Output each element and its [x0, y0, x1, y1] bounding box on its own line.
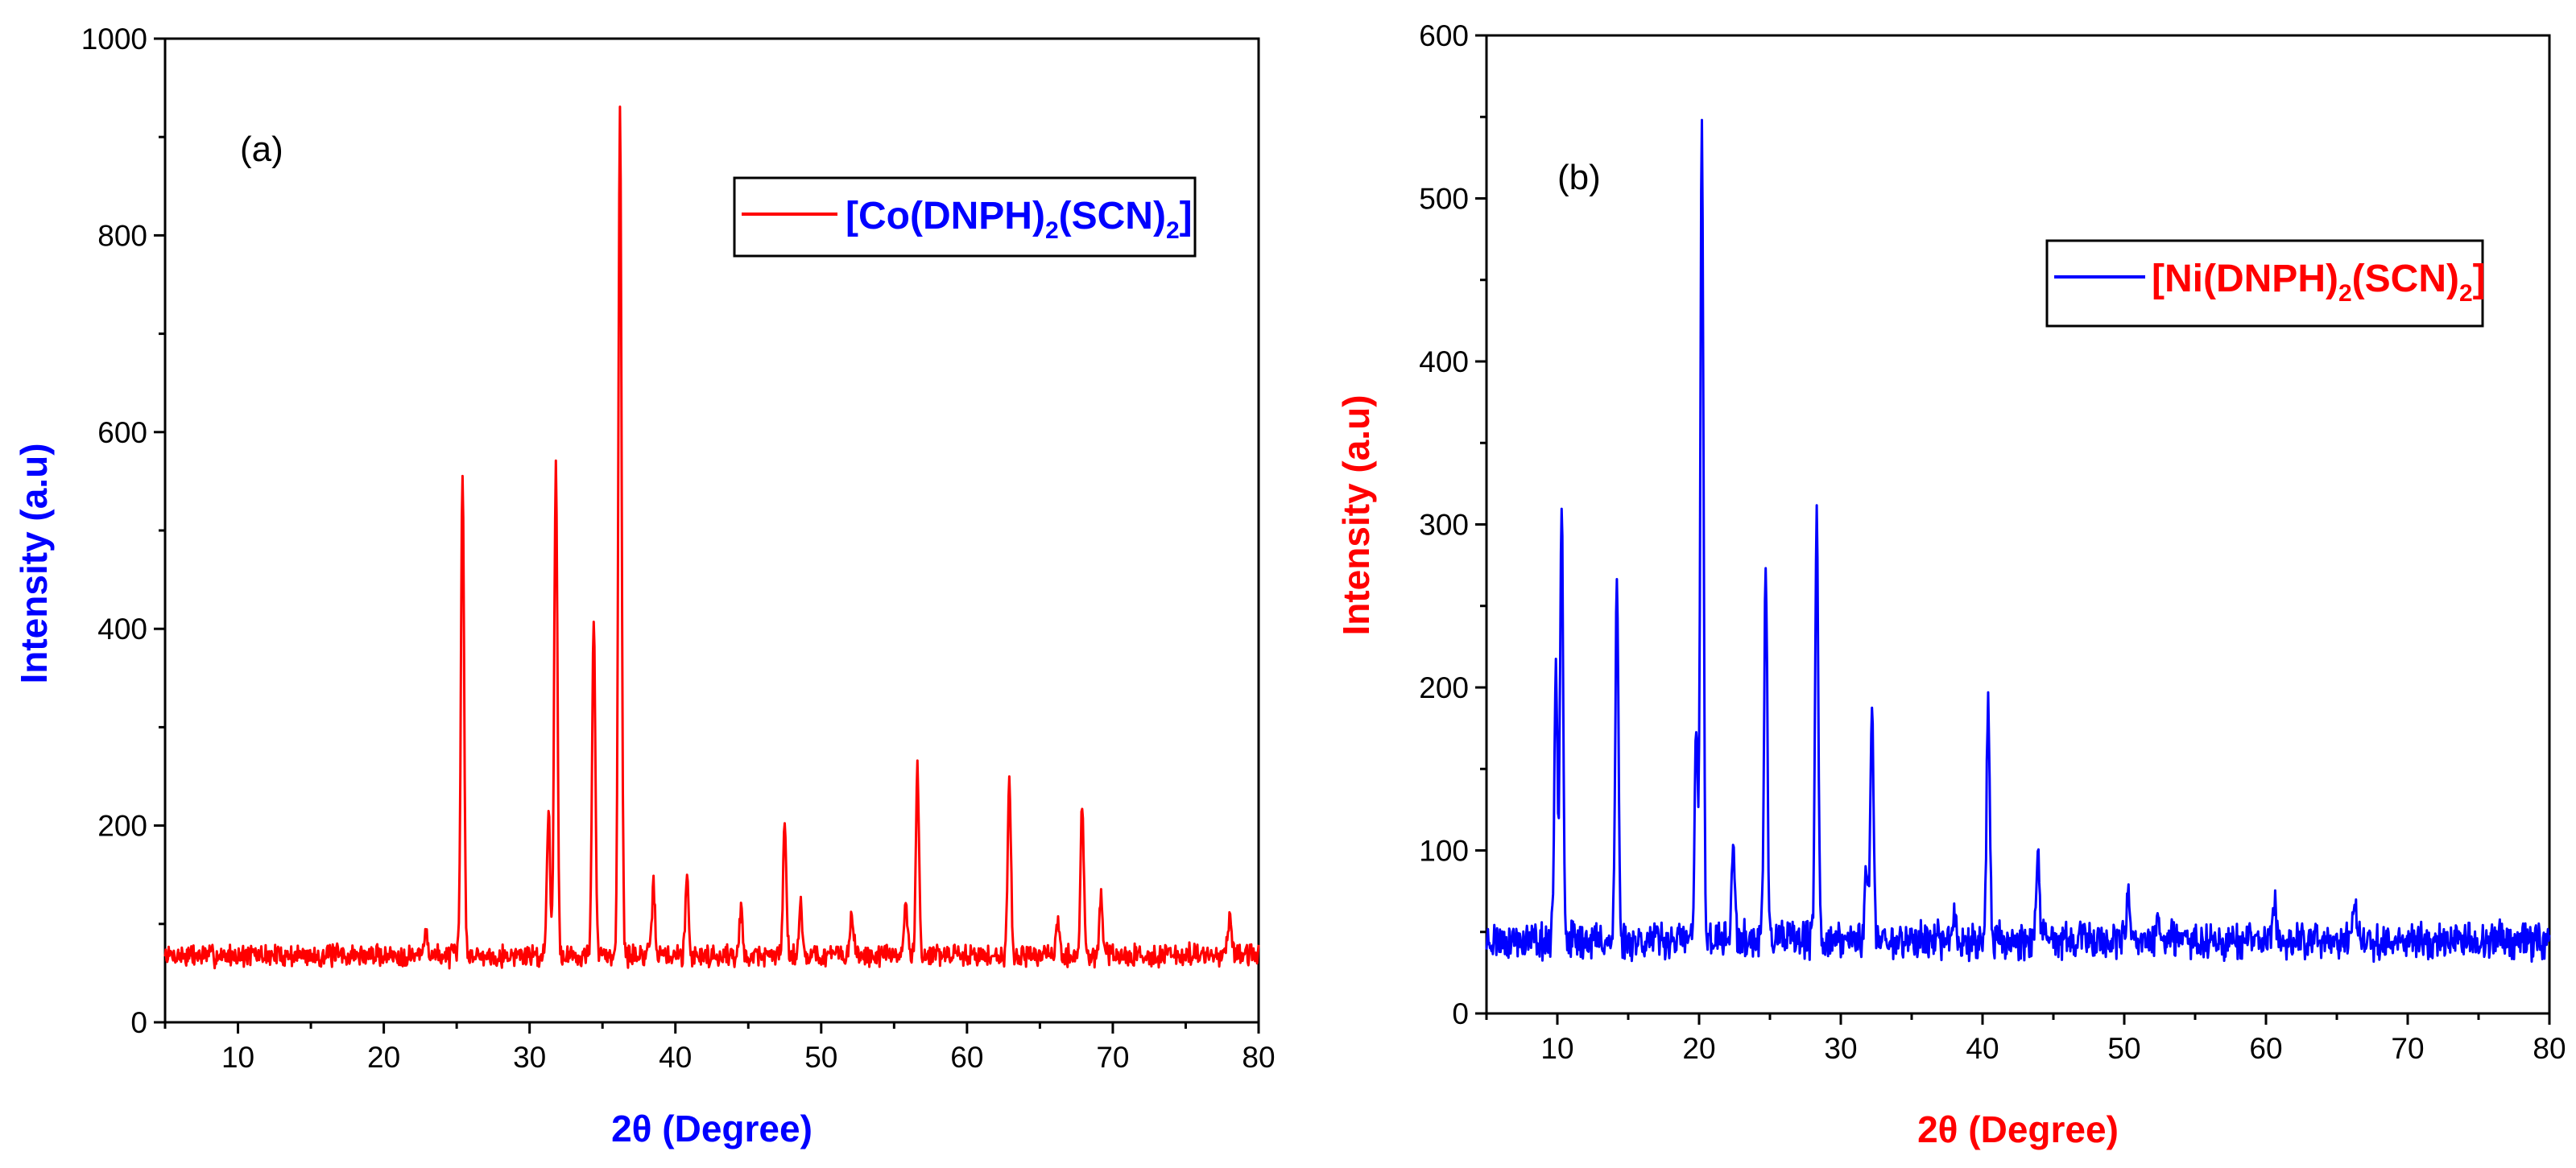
y-tick-label: 500: [1419, 183, 1469, 216]
chart-panel-a: 0 200 400 600 800 1000 10 20 30 40 50 60 70 80 (a) […: [13, 23, 1276, 1149]
x-tick-label: 40: [659, 1041, 692, 1074]
y-axis-ticks-b: 0 100 200 300 400 500 600: [1419, 19, 1486, 1030]
x-tick-label: 10: [221, 1041, 254, 1074]
legend-b: [Ni(DNPH)2(SCN)2]: [2045, 239, 2486, 328]
panel-label-b: (b): [1557, 158, 1601, 197]
x-tick-label: 70: [1096, 1041, 1129, 1074]
x-tick-label: 30: [513, 1041, 546, 1074]
plot-frame-b: [1485, 34, 2551, 1015]
x-axis-title-b: 2θ (Degree): [1917, 1108, 2119, 1150]
panel-label-a: (a): [240, 130, 283, 169]
legend-box-a: [733, 176, 1197, 258]
y-tick-label: 0: [130, 1006, 147, 1039]
y-axis-title-a: Intensity (a.u): [13, 443, 55, 683]
x-tick-label: 80: [2533, 1032, 2566, 1065]
y-tick-label: 100: [1419, 835, 1469, 868]
y-tick-label: 1000: [81, 23, 147, 56]
x-axis-title-a: 2θ (Degree): [611, 1108, 812, 1149]
chart-panel-b: 0 100 200 300 400 500 600 10 20 30 40 50 60 70 80 (b)…: [1335, 19, 2566, 1150]
x-tick-label: 50: [804, 1041, 837, 1074]
y-tick-label: 600: [97, 416, 147, 449]
xrd-pattern-line-b: [1485, 118, 2551, 964]
y-tick-label: 600: [1419, 19, 1469, 52]
x-tick-label: 10: [1540, 1032, 1573, 1065]
x-tick-label: 60: [950, 1041, 983, 1074]
y-tick-label: 200: [97, 810, 147, 843]
y-axis-ticks-a: 0 200 400 600 800 1000: [81, 23, 165, 1039]
x-tick-label: 70: [2391, 1032, 2424, 1065]
legend-box-b: [2045, 239, 2484, 328]
y-tick-label: 400: [1419, 345, 1469, 378]
x-tick-label: 50: [2107, 1032, 2140, 1065]
y-tick-label: 400: [97, 613, 147, 646]
x-tick-label: 20: [367, 1041, 400, 1074]
x-axis-ticks-b: 10 20 30 40 50 60 70 80: [1485, 1013, 2566, 1065]
y-tick-label: 200: [1419, 671, 1469, 704]
legend-label-a: [Co(DNPH)2(SCN)2]: [846, 195, 1193, 244]
y-tick-label: 0: [1452, 997, 1469, 1030]
x-tick-label: 80: [1242, 1041, 1275, 1074]
legend-label-b: [Ni(DNPH)2(SCN)2]: [2152, 258, 2486, 307]
y-tick-label: 800: [97, 219, 147, 252]
xrd-pattern-line-a: [163, 105, 1260, 970]
y-tick-label: 300: [1419, 509, 1469, 542]
y-axis-title-b: Intensity (a.u): [1335, 394, 1377, 635]
legend-a: [Co(DNPH)2(SCN)2]: [733, 176, 1197, 258]
x-tick-label: 60: [2249, 1032, 2282, 1065]
x-axis-ticks-a: 10 20 30 40 50 60 70 80: [163, 1022, 1276, 1074]
x-tick-label: 30: [1824, 1032, 1857, 1065]
x-tick-label: 20: [1682, 1032, 1715, 1065]
x-tick-label: 40: [1966, 1032, 1999, 1065]
